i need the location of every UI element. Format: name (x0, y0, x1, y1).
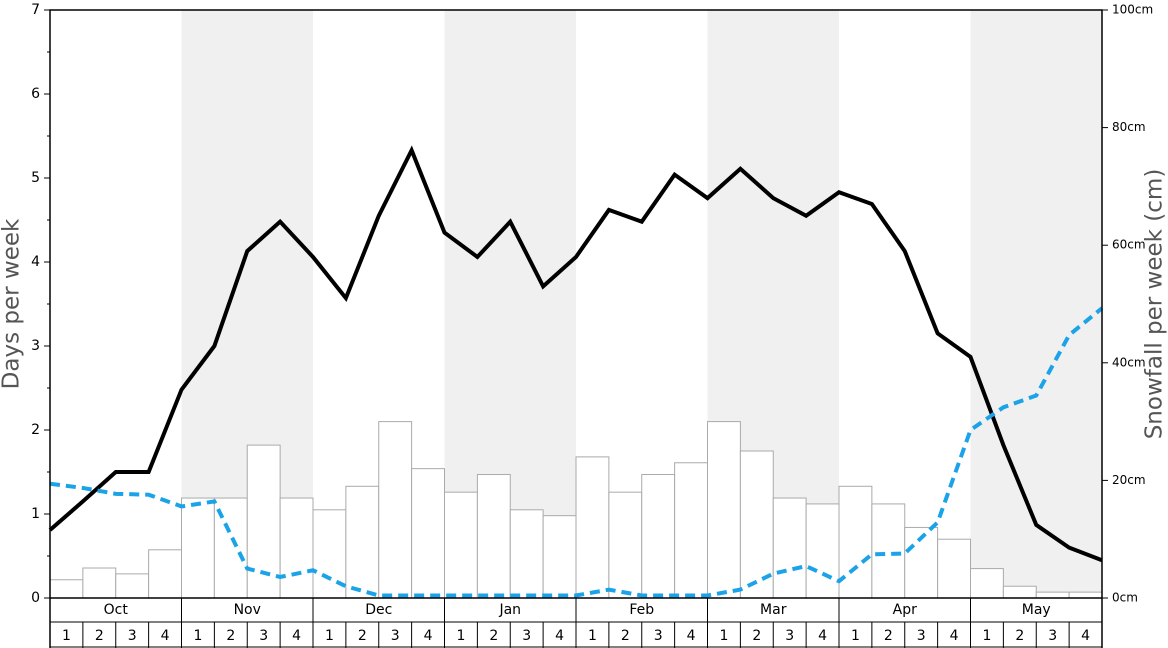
snowfall-bar (1002, 585, 1037, 599)
week-label: 1 (982, 628, 991, 644)
y2-tick-label: 20cm (1112, 473, 1146, 487)
snowfall-bar (82, 567, 117, 599)
week-label: 1 (588, 628, 597, 644)
snowfall-bar (608, 491, 643, 599)
week-label: 2 (489, 628, 498, 644)
snowfall-bar (970, 568, 1004, 599)
week-label: 3 (654, 628, 663, 644)
week-label: 3 (1048, 628, 1057, 644)
week-label: 4 (292, 628, 301, 644)
week-label: 1 (719, 628, 728, 644)
y-tick-label: 3 (31, 338, 40, 354)
snowfall-bar (707, 421, 741, 599)
snowfall-bar (1035, 591, 1070, 599)
snowfall-bar (838, 485, 873, 599)
month-label: Jan (498, 602, 521, 618)
week-label: 4 (950, 628, 959, 644)
month-label: Mar (760, 602, 787, 618)
week-label: 4 (555, 628, 564, 644)
snowfall-bar (739, 450, 774, 599)
week-label: 3 (522, 628, 531, 644)
snowfall-bar (444, 491, 478, 599)
week-label: 4 (818, 628, 827, 644)
week-label: 1 (325, 628, 334, 644)
week-label: 2 (226, 628, 235, 644)
snowfall-bar (476, 474, 511, 599)
week-label: 3 (917, 628, 926, 644)
y-tick-label: 6 (31, 86, 40, 102)
month-label: May (1022, 602, 1051, 618)
week-label: 1 (456, 628, 465, 644)
week-label: 2 (621, 628, 630, 644)
snowfall-bar (674, 462, 708, 599)
month-label: Oct (104, 602, 129, 618)
snowfall-bar (509, 509, 544, 599)
month-label: Nov (234, 602, 261, 618)
snowfall-bar (904, 526, 939, 599)
snowfall-bar (148, 549, 182, 599)
snowfall-bar (345, 485, 380, 599)
snowfall-bar (49, 579, 84, 599)
snowfall-bar (542, 515, 577, 599)
y-tick-label: 0 (31, 590, 40, 606)
snowfall-bar (805, 503, 840, 599)
y-tick-label: 7 (31, 2, 40, 18)
week-label: 4 (1081, 628, 1090, 644)
week-label: 3 (259, 628, 268, 644)
snowfall-bar (772, 497, 807, 599)
week-label: 2 (358, 628, 367, 644)
month-label: Feb (629, 602, 654, 618)
snowfall-bar (378, 421, 413, 599)
y-tick-label: 1 (31, 506, 40, 522)
dashed-line (49, 306, 1104, 598)
snowfall-bar (871, 503, 906, 599)
y2-axis-title: Snowfall per week (cm) (1142, 169, 1168, 440)
week-label: 2 (884, 628, 893, 644)
week-label: 3 (128, 628, 137, 644)
snowfall-bar (575, 456, 610, 599)
y2-tick-label: 80cm (1112, 120, 1146, 134)
solid-line (48, 145, 1103, 563)
week-label: 1 (62, 628, 71, 644)
snowfall-bar (1068, 591, 1103, 599)
week-label: 1 (193, 628, 202, 644)
snowfall-bar (411, 468, 445, 599)
y-axis-title: Days per week (0, 218, 25, 389)
month-shade (970, 10, 1102, 598)
y-tick-label: 2 (31, 422, 40, 438)
month-label: Dec (365, 602, 392, 618)
y2-tick-label: 100cm (1112, 3, 1153, 17)
snowfall-bar (115, 573, 150, 599)
week-label: 2 (95, 628, 104, 644)
week-label: 3 (785, 628, 794, 644)
week-label: 4 (161, 628, 170, 644)
month-label: Apr (893, 602, 917, 618)
week-label: 4 (687, 628, 696, 644)
y2-tick-label: 60cm (1112, 238, 1146, 252)
y-tick-label: 4 (31, 254, 40, 270)
week-label: 2 (1015, 628, 1024, 644)
week-label: 3 (391, 628, 400, 644)
week-label: 4 (424, 628, 433, 644)
week-label: 1 (851, 628, 860, 644)
snowfall-bar (641, 474, 676, 599)
y-tick-label: 5 (31, 170, 40, 186)
snowfall-bar (937, 538, 971, 599)
snowfall-bar (246, 444, 281, 599)
week-label: 2 (752, 628, 761, 644)
snowfall-bar (181, 497, 215, 599)
snowfall-bar (279, 497, 314, 599)
y2-tick-label: 0cm (1112, 591, 1138, 605)
y2-tick-label: 40cm (1112, 355, 1146, 369)
